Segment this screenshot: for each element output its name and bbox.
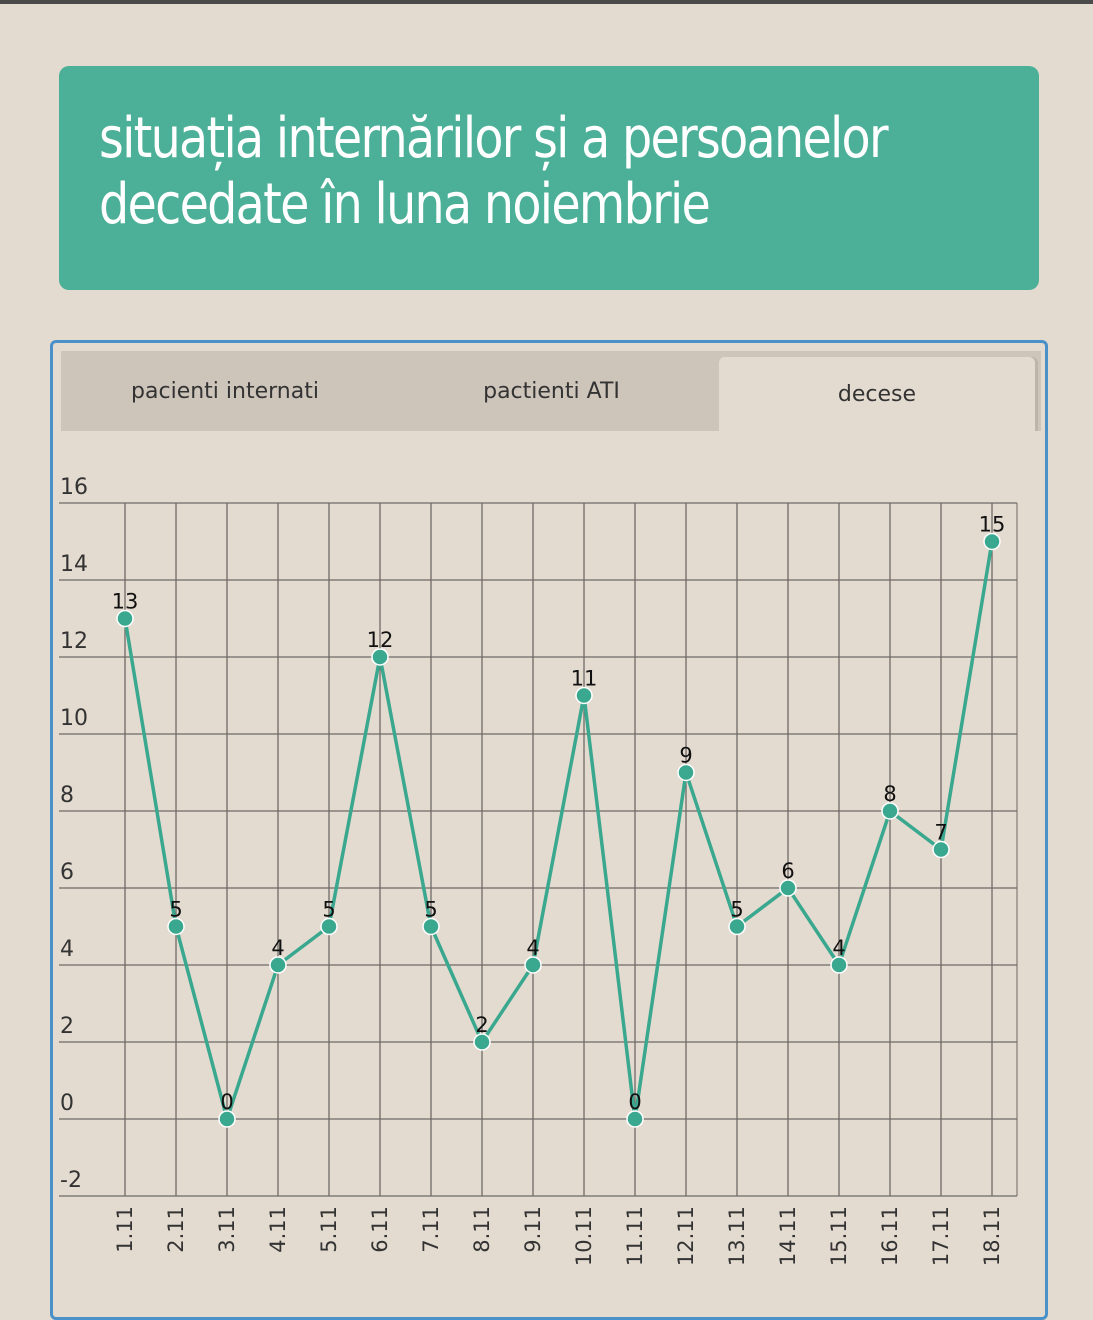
data-label: 4 (832, 936, 845, 960)
x-tick-label: 15.11 (827, 1206, 851, 1266)
x-tick-label: 14.11 (776, 1206, 800, 1266)
data-label: 9 (679, 744, 692, 768)
data-point (371, 648, 389, 666)
x-tick-label: 7.11 (419, 1206, 443, 1253)
data-point (269, 956, 287, 974)
x-tick-label: 13.11 (725, 1206, 749, 1266)
data-label: 5 (322, 898, 335, 922)
data-label: 5 (730, 898, 743, 922)
y-tick-label: 0 (60, 1091, 74, 1116)
x-tick-label: 18.11 (980, 1206, 1004, 1266)
y-tick-label: 14 (60, 552, 88, 577)
x-tick-label: 11.11 (623, 1206, 647, 1266)
data-label: 0 (220, 1090, 233, 1114)
data-label: 11 (571, 667, 598, 691)
data-point (116, 609, 134, 628)
x-tick-label: 4.11 (266, 1206, 290, 1253)
data-label: 6 (781, 859, 794, 883)
page-title-line-1: situația internărilor și a persoanelor (99, 106, 889, 171)
data-label: 13 (112, 590, 139, 614)
x-tick-label: 5.11 (317, 1206, 341, 1253)
data-point (320, 917, 338, 936)
x-tick-label: 8.11 (470, 1206, 494, 1253)
data-label: 5 (424, 898, 437, 922)
y-tick-label: 16 (60, 475, 88, 500)
data-point (626, 1110, 644, 1128)
y-tick-label: 6 (60, 860, 74, 885)
data-point (422, 917, 440, 936)
top-bar (0, 0, 1093, 4)
x-tick-label: 17.11 (929, 1206, 953, 1266)
data-label: 12 (367, 628, 394, 652)
data-label: 5 (169, 898, 182, 922)
data-label: 8 (883, 782, 896, 806)
x-tick-label: 2.11 (164, 1206, 188, 1253)
data-label: 4 (526, 936, 539, 960)
y-tick-label: 4 (60, 937, 74, 962)
data-point (728, 917, 746, 936)
page-title: situația internărilor și a persoanelor de… (99, 106, 889, 238)
chart-tabs: pacienti internati pactienti ATI decese (61, 351, 1041, 431)
x-tick-label: 1.11 (113, 1206, 137, 1253)
page-title-line-2: decedate în luna noiembrie (99, 172, 711, 237)
data-label: 2 (475, 1013, 488, 1037)
data-point (983, 532, 1001, 551)
data-point (677, 763, 695, 782)
data-point (524, 956, 542, 974)
data-label: 4 (271, 936, 284, 960)
data-label: 15 (979, 513, 1006, 537)
tab-pacienti-internati[interactable]: pacienti internati (131, 378, 319, 404)
line-chart: -2 0 2 4 6 8 10 12 14 16 1.11 2.11 3.11 4.11 5.11 6.11 7… (59, 475, 1018, 1266)
tab-pacienti-ati[interactable]: pactienti ATI (483, 378, 620, 404)
data-label: 7 (934, 821, 947, 845)
x-tick-label: 3.11 (215, 1206, 239, 1253)
data-point (575, 686, 593, 705)
data-point (881, 802, 899, 820)
data-point (218, 1110, 236, 1128)
data-point (473, 1033, 491, 1051)
tab-decese[interactable]: decese (719, 357, 1035, 431)
data-point (830, 956, 848, 974)
data-point (932, 840, 950, 859)
y-tick-label: 10 (60, 706, 88, 731)
x-tick-label: 9.11 (521, 1206, 545, 1253)
title-banner: situația internărilor și a persoanelor de… (59, 66, 1039, 290)
x-tick-label: 10.11 (572, 1206, 596, 1266)
data-label: 0 (628, 1090, 641, 1114)
y-tick-label: 2 (60, 1014, 74, 1039)
x-tick-label: 12.11 (674, 1206, 698, 1266)
series-line (123, 541, 994, 1121)
x-tick-label: 6.11 (368, 1206, 392, 1253)
x-tick-label: 16.11 (878, 1206, 902, 1266)
data-point (779, 879, 797, 897)
y-tick-label: 12 (60, 629, 88, 654)
y-tick-label: 8 (60, 783, 74, 808)
y-tick-label: -2 (60, 1168, 82, 1193)
data-point (167, 917, 185, 936)
